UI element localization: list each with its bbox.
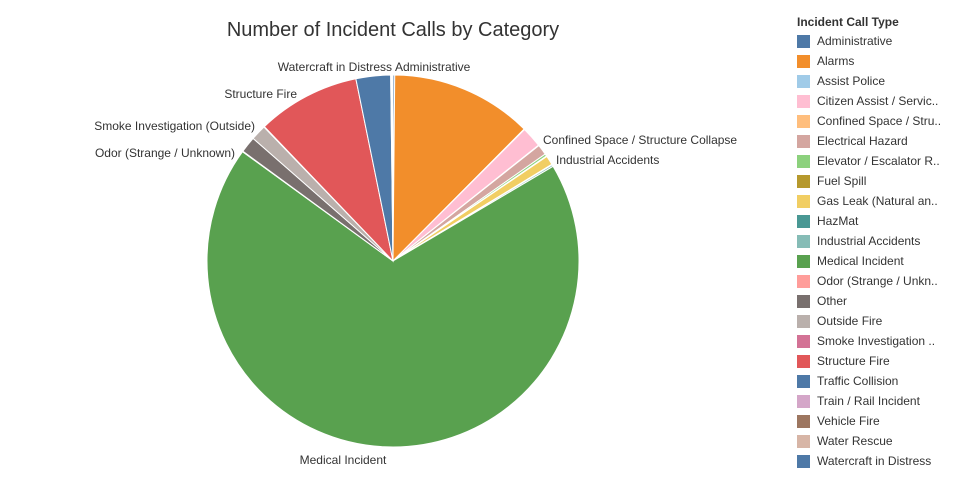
legend-item-assist-police[interactable]: Assist Police (797, 71, 957, 91)
legend-label: Assist Police (817, 74, 886, 88)
legend-item-train-rail-incident[interactable]: Train / Rail Incident (797, 391, 957, 411)
legend-swatch (797, 54, 810, 68)
legend-item-outside-fire[interactable]: Outside Fire (797, 311, 957, 331)
legend: Incident Call Type Administrative Alarms A… (797, 14, 957, 471)
legend-item-watercraft-in-distress[interactable]: Watercraft in Distress (797, 451, 957, 471)
legend-item-gas-leak-natural-an[interactable]: Gas Leak (Natural an.. (797, 191, 957, 211)
legend-item-citizen-assist-servic[interactable]: Citizen Assist / Servic.. (797, 91, 957, 111)
legend-label: Water Rescue (817, 434, 893, 448)
legend-swatch (797, 334, 810, 348)
pie-slice-structure-fire[interactable] (263, 78, 394, 263)
slice-label-odor-strange-unknown: Odor (Strange / Unknown) (95, 146, 235, 160)
pie-slice-medical-incident[interactable] (206, 150, 580, 448)
chart-title: Number of Incident Calls by Category (226, 19, 560, 41)
legend-label: Alarms (817, 54, 855, 68)
legend-label: Watercraft in Distress (817, 454, 932, 468)
legend-item-confined-space-stru[interactable]: Confined Space / Stru.. (797, 111, 957, 131)
slice-label-medical-incident: Medical Incident (300, 453, 387, 467)
legend-label: Fuel Spill (817, 174, 867, 188)
slice-label-administrative: Administrative (395, 60, 471, 74)
legend-label: Medical Incident (817, 254, 904, 268)
slice-label-confined-space-structure-collapse: Confined Space / Structure Collapse (543, 133, 737, 147)
legend-item-fuel-spill[interactable]: Fuel Spill (797, 171, 957, 191)
legend-label: Elevator / Escalator R.. (817, 154, 940, 168)
legend-label: Other (817, 294, 848, 308)
legend-label: Outside Fire (817, 314, 883, 328)
legend-swatch (797, 354, 810, 368)
legend-swatch (797, 34, 810, 48)
legend-item-water-rescue[interactable]: Water Rescue (797, 431, 957, 451)
legend-swatch (797, 254, 810, 268)
legend-label: Electrical Hazard (817, 134, 908, 148)
legend-swatch (797, 234, 810, 248)
legend-swatch (797, 394, 810, 408)
legend-item-other[interactable]: Other (797, 291, 957, 311)
slice-label-structure-fire: Structure Fire (224, 87, 297, 101)
legend-item-industrial-accidents[interactable]: Industrial Accidents (797, 231, 957, 251)
legend-swatch (797, 134, 810, 148)
legend-item-smoke-investigation[interactable]: Smoke Investigation .. (797, 331, 957, 351)
legend-swatch (797, 114, 810, 128)
legend-item-administrative[interactable]: Administrative (797, 31, 957, 51)
legend-label: Traffic Collision (817, 374, 899, 388)
legend-swatch (797, 154, 810, 168)
legend-label: Industrial Accidents (817, 234, 921, 248)
legend-swatch (797, 74, 810, 88)
legend-swatch (797, 454, 810, 468)
legend-label: Vehicle Fire (817, 414, 880, 428)
legend-item-alarms[interactable]: Alarms (797, 51, 957, 71)
legend-item-odor-strange-unkn[interactable]: Odor (Strange / Unkn.. (797, 271, 957, 291)
legend-label: Administrative (817, 34, 893, 48)
pie-slice-watercraft-in-distress[interactable] (391, 74, 394, 262)
legend-swatch (797, 414, 810, 428)
legend-item-traffic-collision[interactable]: Traffic Collision (797, 371, 957, 391)
legend-label: Structure Fire (817, 354, 890, 368)
legend-label: Citizen Assist / Servic.. (817, 94, 939, 108)
legend-label: Smoke Investigation .. (817, 334, 936, 348)
legend-item-electrical-hazard[interactable]: Electrical Hazard (797, 131, 957, 151)
legend-label: Gas Leak (Natural an.. (817, 194, 938, 208)
slice-label-industrial-accidents: Industrial Accidents (556, 153, 659, 167)
legend-label: Confined Space / Stru.. (817, 114, 942, 128)
legend-swatch (797, 294, 810, 308)
legend-item-hazmat[interactable]: HazMat (797, 211, 957, 231)
legend-label: Train / Rail Incident (817, 394, 920, 408)
pie-chart: Administrative Confined Space / Structure… (94, 60, 737, 467)
slice-label-smoke-investigation-outside: Smoke Investigation (Outside) (94, 119, 255, 133)
legend-swatch (797, 274, 810, 288)
legend-item-medical-incident[interactable]: Medical Incident (797, 251, 957, 271)
pie-slice-alarms[interactable] (392, 74, 525, 263)
legend-swatch (797, 94, 810, 108)
legend-swatch (797, 314, 810, 328)
legend-item-elevator-escalator-r[interactable]: Elevator / Escalator R.. (797, 151, 957, 171)
legend-swatch (797, 174, 810, 188)
slice-label-watercraft-in-distress: Watercraft in Distress (278, 60, 392, 74)
legend-label: Odor (Strange / Unkn.. (817, 274, 938, 288)
legend-title: Incident Call Type (797, 15, 899, 29)
legend-swatch (797, 374, 810, 388)
legend-item-structure-fire[interactable]: Structure Fire (797, 351, 957, 371)
legend-label: HazMat (817, 214, 859, 228)
legend-swatch (797, 434, 810, 448)
legend-item-vehicle-fire[interactable]: Vehicle Fire (797, 411, 957, 431)
legend-swatch (797, 194, 810, 208)
legend-swatch (797, 214, 810, 228)
